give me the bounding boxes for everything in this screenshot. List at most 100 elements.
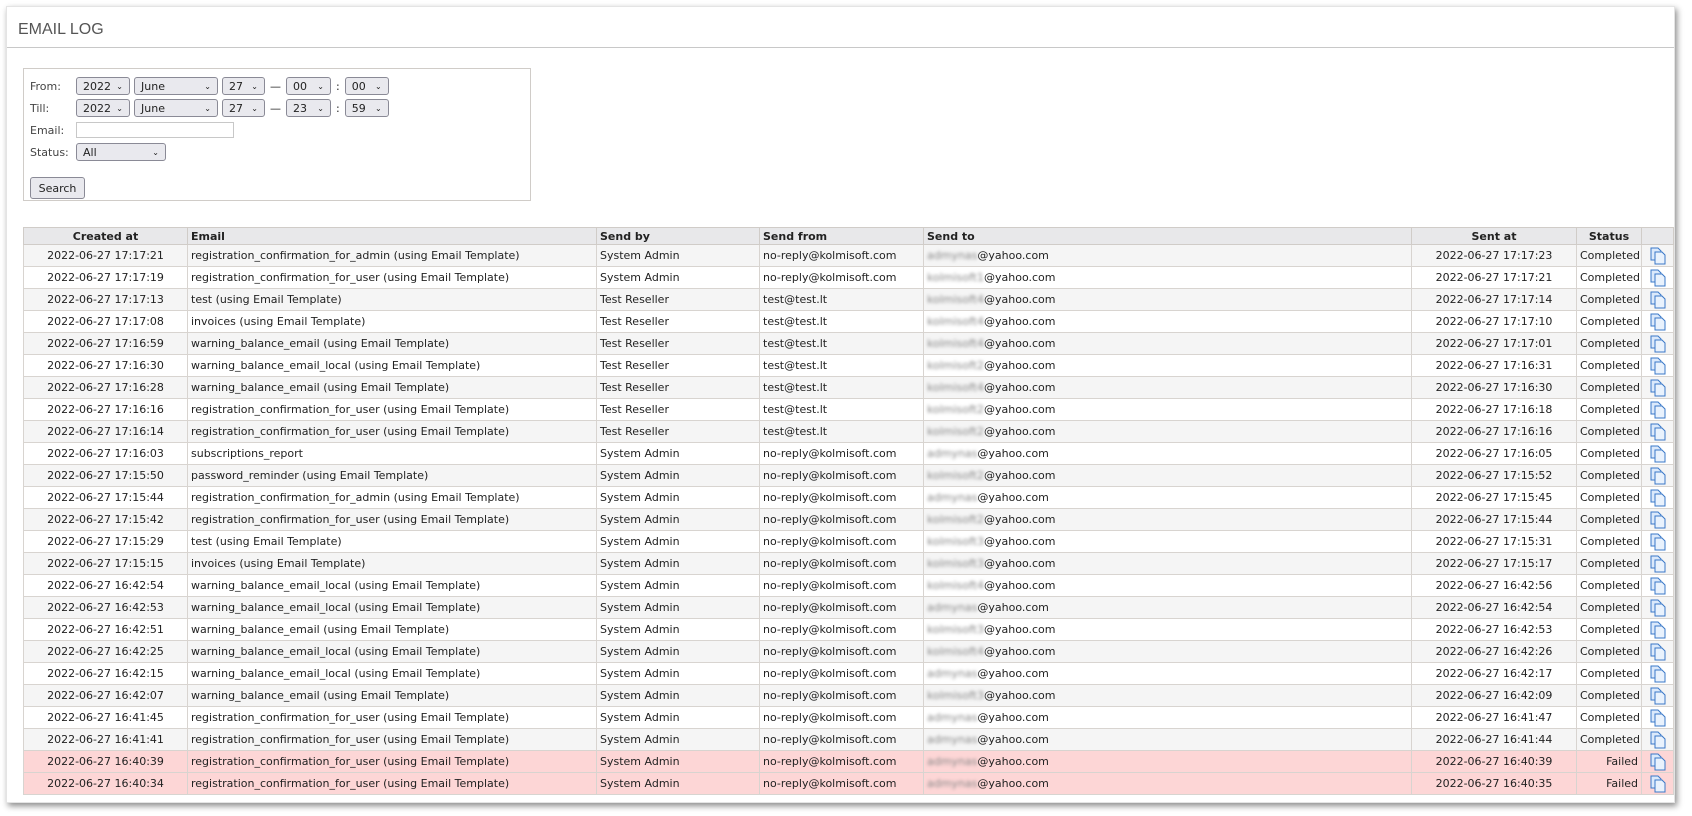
copy-document-icon[interactable] xyxy=(1649,665,1667,683)
details-button[interactable] xyxy=(1641,706,1674,729)
table-row: 2022-06-27 17:15:29 test (using Email Tem… xyxy=(23,530,1674,553)
copy-document-icon[interactable] xyxy=(1649,753,1667,771)
value: 59 xyxy=(351,101,366,115)
till-year-select[interactable]: 2022 ⌄ xyxy=(76,99,130,117)
details-button[interactable] xyxy=(1641,596,1674,619)
send-by: System Admin xyxy=(596,530,760,553)
col-sent-at[interactable]: Sent at xyxy=(1411,227,1577,245)
col-send-to[interactable]: Send to xyxy=(923,227,1412,245)
details-button[interactable] xyxy=(1641,662,1674,685)
status-select[interactable]: All ⌄ xyxy=(76,143,166,161)
details-button[interactable] xyxy=(1641,750,1674,773)
copy-document-icon[interactable] xyxy=(1649,357,1667,375)
copy-document-icon[interactable] xyxy=(1649,401,1667,419)
send-to: kolmisoft2@yahoo.com xyxy=(923,464,1412,487)
send-to-domain: @yahoo.com xyxy=(977,733,1049,746)
details-button[interactable] xyxy=(1641,288,1674,311)
details-button[interactable] xyxy=(1641,684,1674,707)
copy-document-icon[interactable] xyxy=(1649,445,1667,463)
value: 27 xyxy=(229,79,243,93)
details-button[interactable] xyxy=(1641,640,1674,663)
col-status[interactable]: Status xyxy=(1576,227,1642,245)
send-to-domain: @yahoo.com xyxy=(977,777,1049,790)
from-month-select[interactable]: June ⌄ xyxy=(134,77,218,95)
created-at: 2022-06-27 16:40:39 xyxy=(23,750,188,773)
created-at: 2022-06-27 16:41:41 xyxy=(23,728,188,751)
status: Completed xyxy=(1576,464,1642,487)
details-button[interactable] xyxy=(1641,244,1674,267)
details-button[interactable] xyxy=(1641,442,1674,465)
send-to-local: admynas xyxy=(927,733,978,746)
till-minute-select[interactable]: 59 ⌄ xyxy=(344,99,389,117)
send-to-domain: @yahoo.com xyxy=(984,645,1056,658)
chevron-down-icon: ⌄ xyxy=(251,81,258,91)
send-to-local: kolmisoft2 xyxy=(927,425,984,438)
send-by: System Admin xyxy=(596,772,760,795)
copy-document-icon[interactable] xyxy=(1649,511,1667,529)
from-day-select[interactable]: 27 ⌄ xyxy=(222,77,265,95)
copy-document-icon[interactable] xyxy=(1649,269,1667,287)
copy-document-icon[interactable] xyxy=(1649,379,1667,397)
from-year-select[interactable]: 2022 ⌄ xyxy=(76,77,130,95)
send-to-local: kolmisoft2 xyxy=(927,359,984,372)
details-button[interactable] xyxy=(1641,464,1674,487)
col-email[interactable]: Email xyxy=(187,227,597,245)
chevron-down-icon: ⌄ xyxy=(317,81,324,91)
email-type: registration_confirmation_for_user (usin… xyxy=(187,750,597,773)
details-button[interactable] xyxy=(1641,508,1674,531)
copy-document-icon[interactable] xyxy=(1649,599,1667,617)
email-type: registration_confirmation_for_admin (usi… xyxy=(187,486,597,509)
created-at: 2022-06-27 16:42:07 xyxy=(23,684,188,707)
send-to-domain: @yahoo.com xyxy=(977,755,1049,768)
copy-document-icon[interactable] xyxy=(1649,313,1667,331)
copy-document-icon[interactable] xyxy=(1649,621,1667,639)
details-button[interactable] xyxy=(1641,552,1674,575)
send-to-domain: @yahoo.com xyxy=(984,513,1056,526)
copy-document-icon[interactable] xyxy=(1649,643,1667,661)
details-button[interactable] xyxy=(1641,332,1674,355)
from-hour-select[interactable]: 00 ⌄ xyxy=(286,77,331,95)
copy-document-icon[interactable] xyxy=(1649,489,1667,507)
copy-document-icon[interactable] xyxy=(1649,247,1667,265)
details-button[interactable] xyxy=(1641,574,1674,597)
status: Completed xyxy=(1576,332,1642,355)
details-button[interactable] xyxy=(1641,376,1674,399)
details-button[interactable] xyxy=(1641,530,1674,553)
status: Completed xyxy=(1576,354,1642,377)
copy-document-icon[interactable] xyxy=(1649,423,1667,441)
value: 2022 xyxy=(83,79,111,93)
copy-document-icon[interactable] xyxy=(1649,775,1667,793)
copy-document-icon[interactable] xyxy=(1649,467,1667,485)
copy-document-icon[interactable] xyxy=(1649,555,1667,573)
col-send-by[interactable]: Send by xyxy=(596,227,760,245)
details-button[interactable] xyxy=(1641,486,1674,509)
copy-document-icon[interactable] xyxy=(1649,533,1667,551)
details-button[interactable] xyxy=(1641,266,1674,289)
till-hour-select[interactable]: 23 ⌄ xyxy=(286,99,331,117)
from-minute-select[interactable]: 00 ⌄ xyxy=(344,77,389,95)
search-button[interactable]: Search xyxy=(30,177,85,199)
details-button[interactable] xyxy=(1641,772,1674,795)
details-button[interactable] xyxy=(1641,618,1674,641)
details-button[interactable] xyxy=(1641,398,1674,421)
till-month-select[interactable]: June ⌄ xyxy=(134,99,218,117)
col-send-from[interactable]: Send from xyxy=(759,227,924,245)
copy-document-icon[interactable] xyxy=(1649,687,1667,705)
details-button[interactable] xyxy=(1641,420,1674,443)
copy-document-icon[interactable] xyxy=(1649,577,1667,595)
till-day-select[interactable]: 27 ⌄ xyxy=(222,99,265,117)
details-button[interactable] xyxy=(1641,310,1674,333)
details-button[interactable] xyxy=(1641,728,1674,751)
created-at: 2022-06-27 16:40:34 xyxy=(23,772,188,795)
sent-at: 2022-06-27 16:41:47 xyxy=(1411,706,1577,729)
col-created-at[interactable]: Created at xyxy=(23,227,188,245)
details-button[interactable] xyxy=(1641,354,1674,377)
created-at: 2022-06-27 17:15:44 xyxy=(23,486,188,509)
copy-document-icon[interactable] xyxy=(1649,709,1667,727)
copy-document-icon[interactable] xyxy=(1649,335,1667,353)
copy-document-icon[interactable] xyxy=(1649,291,1667,309)
template-note: (using Email Template) xyxy=(354,359,481,372)
table-row: 2022-06-27 17:16:16 registration_confirma… xyxy=(23,398,1674,421)
email-input[interactable] xyxy=(76,122,234,138)
copy-document-icon[interactable] xyxy=(1649,731,1667,749)
